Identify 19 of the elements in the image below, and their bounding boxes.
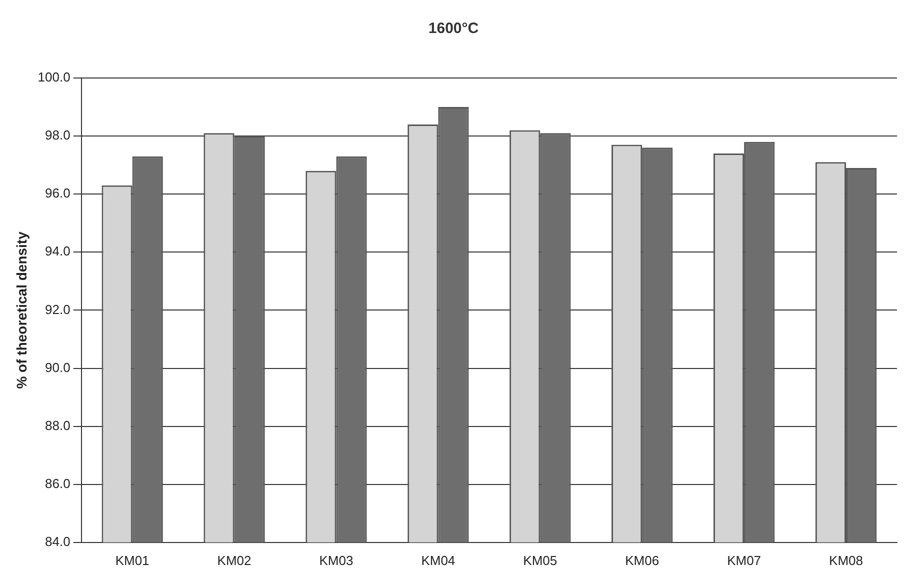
y-tick-label: 94.0 — [45, 244, 70, 259]
x-tick-label: KM06 — [625, 552, 660, 568]
y-axis-title: % of theoretical density — [13, 231, 30, 389]
y-tick-label: 96.0 — [45, 186, 70, 201]
x-tick-label: KM08 — [829, 552, 864, 568]
x-tick-label: KM02 — [217, 552, 252, 568]
x-tick-label: KM07 — [727, 552, 762, 568]
chart-title: 1600°C — [428, 20, 479, 38]
x-tick-label: KM03 — [319, 552, 354, 568]
y-tick-label: 90.0 — [45, 360, 70, 375]
y-tick-label: 88.0 — [45, 418, 70, 433]
y-tick-label: 86.0 — [45, 476, 70, 491]
x-tick-label: KM01 — [115, 552, 150, 568]
y-tick-label: 84.0 — [45, 534, 70, 549]
x-tick-label: KM05 — [523, 552, 558, 568]
x-tick-label: KM04 — [421, 552, 456, 568]
y-tick-label: 100.0 — [38, 70, 70, 85]
y-tick-label: 92.0 — [45, 302, 70, 317]
y-tick-label: 98.0 — [45, 128, 70, 143]
